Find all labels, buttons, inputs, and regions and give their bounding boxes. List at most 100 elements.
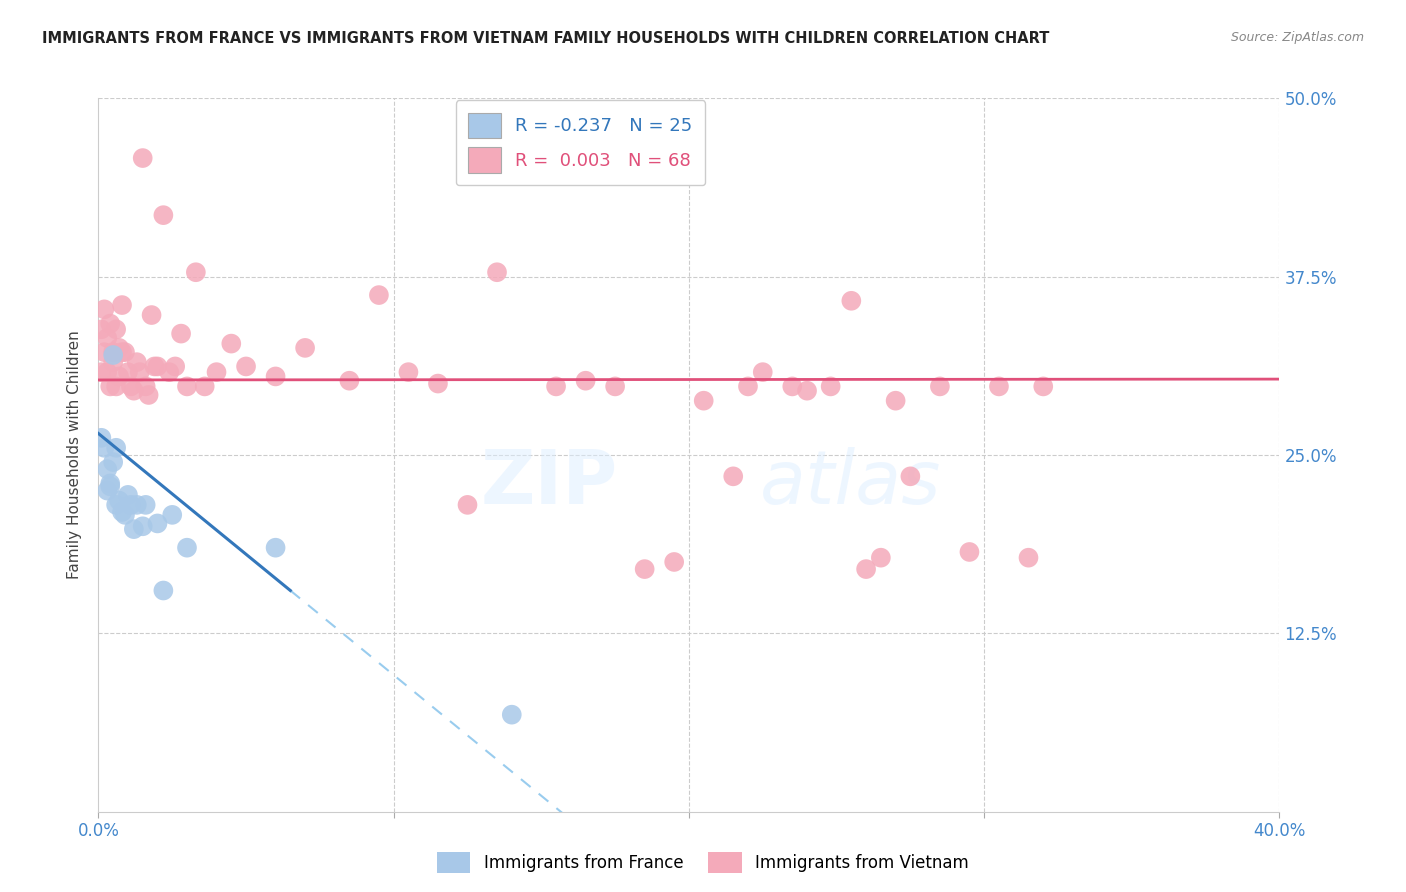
Point: [884, 393, 907, 408]
Point: [157, 365, 180, 379]
Point: [103, 455, 125, 469]
Point: [501, 707, 523, 722]
Point: [170, 326, 193, 341]
Point: [105, 498, 128, 512]
Point: [98, 479, 121, 493]
Point: [111, 345, 134, 359]
Point: [105, 322, 128, 336]
Point: [93, 302, 115, 317]
Point: [751, 365, 773, 379]
Point: [633, 562, 655, 576]
Point: [117, 488, 139, 502]
Point: [90, 431, 112, 445]
Point: [959, 545, 981, 559]
Point: [1017, 550, 1039, 565]
Point: [176, 379, 198, 393]
Text: IMMIGRANTS FROM FRANCE VS IMMIGRANTS FROM VIETNAM FAMILY HOUSEHOLDS WITH CHILDRE: IMMIGRANTS FROM FRANCE VS IMMIGRANTS FRO…: [42, 31, 1049, 46]
Point: [108, 341, 131, 355]
Point: [235, 359, 257, 374]
Point: [184, 265, 207, 279]
Point: [820, 379, 842, 393]
Text: atlas: atlas: [759, 448, 941, 519]
Point: [693, 393, 716, 408]
Point: [103, 355, 125, 369]
Point: [368, 288, 391, 302]
Point: [737, 379, 759, 393]
Point: [574, 374, 596, 388]
Point: [782, 379, 804, 393]
Point: [122, 522, 145, 536]
Point: [264, 541, 287, 555]
Point: [146, 516, 169, 531]
Point: [120, 379, 142, 393]
Point: [122, 384, 145, 398]
Point: [111, 298, 134, 312]
Point: [103, 348, 125, 362]
Point: [105, 441, 128, 455]
Point: [128, 365, 150, 379]
Point: [125, 498, 148, 512]
Point: [111, 505, 134, 519]
Point: [427, 376, 450, 391]
Point: [855, 562, 877, 576]
Point: [194, 379, 217, 393]
Point: [98, 379, 121, 393]
Point: [143, 359, 166, 374]
Point: [96, 331, 118, 345]
Point: [108, 369, 131, 384]
Point: [456, 498, 478, 512]
Point: [96, 483, 118, 498]
Point: [339, 374, 360, 388]
Point: [1032, 379, 1054, 393]
Point: [162, 508, 183, 522]
Point: [219, 336, 242, 351]
Point: [114, 508, 136, 522]
Point: [135, 379, 157, 393]
Point: [90, 365, 112, 379]
Point: [294, 341, 316, 355]
Point: [664, 555, 686, 569]
Point: [396, 365, 419, 379]
Point: [98, 317, 121, 331]
Text: ZIP: ZIP: [481, 447, 619, 520]
Point: [103, 345, 125, 359]
Point: [152, 583, 174, 598]
Point: [869, 550, 891, 565]
Point: [486, 265, 509, 279]
Point: [93, 441, 115, 455]
Point: [90, 322, 112, 336]
Point: [108, 493, 131, 508]
Point: [605, 379, 627, 393]
Legend: R = -0.237   N = 25, R =  0.003   N = 68: R = -0.237 N = 25, R = 0.003 N = 68: [456, 100, 706, 186]
Point: [117, 365, 139, 379]
Point: [96, 462, 118, 476]
Point: [114, 345, 136, 359]
Point: [120, 498, 142, 512]
Point: [135, 498, 157, 512]
Point: [96, 365, 118, 379]
Point: [723, 469, 745, 483]
Point: [132, 151, 155, 165]
Point: [138, 388, 160, 402]
Point: [165, 359, 187, 374]
Point: [546, 379, 568, 393]
Point: [900, 469, 922, 483]
Point: [841, 293, 863, 308]
Point: [205, 365, 228, 379]
Point: [132, 519, 155, 533]
Point: [98, 476, 121, 491]
Point: [146, 359, 169, 374]
Y-axis label: Family Households with Children: Family Households with Children: [67, 331, 83, 579]
Point: [264, 369, 287, 384]
Point: [987, 379, 1010, 393]
Point: [105, 379, 128, 393]
Point: [176, 541, 198, 555]
Point: [928, 379, 950, 393]
Point: [152, 208, 174, 222]
Point: [93, 345, 115, 359]
Legend: Immigrants from France, Immigrants from Vietnam: Immigrants from France, Immigrants from …: [430, 846, 976, 880]
Text: Source: ZipAtlas.com: Source: ZipAtlas.com: [1230, 31, 1364, 45]
Point: [141, 308, 163, 322]
Point: [796, 384, 818, 398]
Point: [125, 355, 148, 369]
